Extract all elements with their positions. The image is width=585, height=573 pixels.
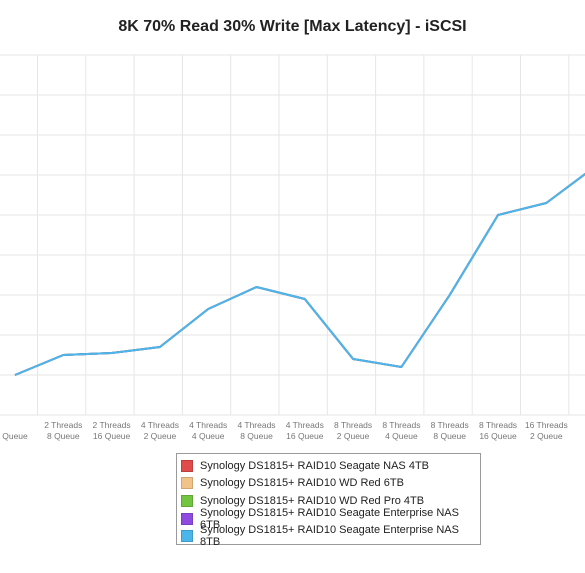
series-line-4	[14, 172, 585, 376]
legend-label: Synology DS1815+ RAID10 WD Red Pro 4TB	[200, 494, 425, 507]
legend-label: Synology DS1815+ RAID10 Seagate Enterpri…	[200, 524, 459, 549]
series-lines	[14, 172, 585, 376]
x-tick-label: 8 Queue	[433, 431, 466, 441]
legend-swatch	[181, 494, 193, 507]
legend-item-seagate-enterprise-6tb: Synology DS1815+ RAID10 Seagate Enterpri…	[181, 506, 480, 531]
series-line-2	[14, 172, 585, 376]
legend-swatch	[181, 512, 193, 525]
x-tick-label: 2 Threads	[93, 420, 131, 430]
legend-label: Synology DS1815+ RAID10 Seagate NAS 4TB	[200, 459, 429, 472]
x-tick-label: 8 Threads	[334, 420, 372, 430]
x-tick-label: 4 Threads	[286, 420, 324, 430]
series-line-0	[14, 172, 585, 376]
series-line-1	[14, 172, 585, 376]
x-tick-label: 16 Threads	[525, 420, 568, 430]
x-tick-label: 4 Threads	[141, 420, 179, 430]
x-tick-label: 8 Queue	[240, 431, 273, 441]
legend-swatch	[181, 477, 193, 490]
legend-label: Synology DS1815+ RAID10 Seagate Enterpri…	[200, 506, 459, 531]
x-tick-label: 4 Queue	[385, 431, 418, 441]
legend: Synology DS1815+ RAID10 Seagate NAS 4TB …	[176, 453, 481, 549]
x-tick-label: Queue	[2, 431, 28, 441]
x-tick-label: 2 Queue	[337, 431, 370, 441]
x-tick-label: 16 Queue	[286, 431, 324, 441]
series-line-3	[14, 172, 585, 376]
x-tick-label: 2 Queue	[144, 431, 177, 441]
x-tick-label: 8 Threads	[431, 420, 469, 430]
grid	[0, 54, 585, 416]
legend-swatch	[181, 459, 193, 472]
legend-item-wd-red-pro-4tb: Synology DS1815+ RAID10 WD Red Pro 4TB	[181, 492, 480, 510]
x-tick-label: 4 Threads	[237, 420, 275, 430]
x-tick-label: 16 Queue	[479, 431, 517, 441]
x-tick-label: 2 Queue	[530, 431, 563, 441]
chart-title: 8K 70% Read 30% Write [Max Latency] - iS…	[118, 18, 467, 35]
legend-item-seagate-enterprise-8tb: Synology DS1815+ RAID10 Seagate Enterpri…	[181, 524, 480, 549]
x-tick-label: 16 Queue	[93, 431, 131, 441]
x-tick-label: 8 Threads	[479, 420, 517, 430]
x-tick-label: 2 Threads	[44, 420, 82, 430]
x-tick-label: 4 Threads	[189, 420, 227, 430]
legend-swatch	[181, 530, 193, 543]
x-tick-label: 8 Threads	[382, 420, 420, 430]
x-tick-label: 4 Queue	[192, 431, 225, 441]
legend-label: Synology DS1815+ RAID10 WD Red 6TB	[200, 477, 404, 490]
legend-item-seagate-nas-4tb: Synology DS1815+ RAID10 Seagate NAS 4TB	[181, 457, 480, 475]
x-tick-label: 8 Queue	[47, 431, 80, 441]
legend-item-wd-red-6tb: Synology DS1815+ RAID10 WD Red 6TB	[181, 475, 480, 493]
